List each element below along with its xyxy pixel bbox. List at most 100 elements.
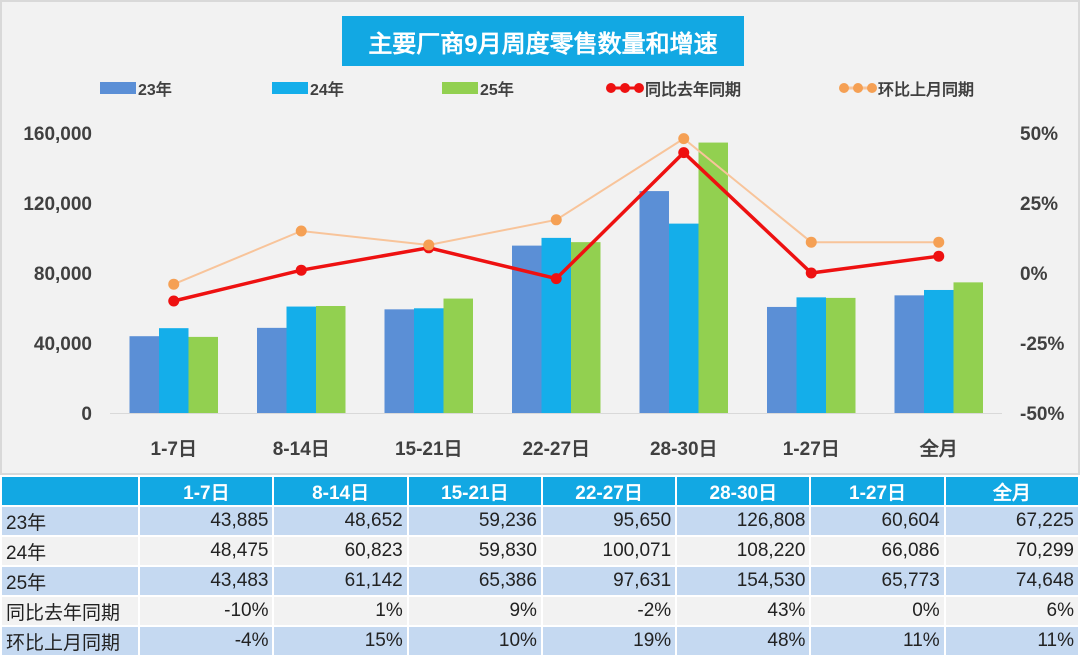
row-label: 24年 [0, 535, 141, 567]
y-tick-label: 0 [81, 404, 92, 425]
table-cell: 43,483 [138, 565, 275, 597]
y-tick-label: 120,000 [23, 194, 92, 215]
bar-24年 [669, 223, 699, 413]
legend-line-marker-icon [839, 83, 877, 93]
table-header-cell: 1-7日 [138, 475, 275, 507]
row-label: 同比去年同期 [0, 595, 141, 627]
table-header-cell: 28-30日 [675, 475, 812, 507]
bar-23年 [257, 327, 287, 413]
bar-25年 [443, 298, 473, 413]
row-label: 环比上月同期 [0, 625, 141, 657]
data-table: 1-7日 8-14日 15-21日 22-27日 28-30日 1-27日 全月 23年 43,… [0, 475, 1080, 657]
table-header-cell: 8-14日 [272, 475, 409, 507]
table-cell: 154,530 [675, 565, 812, 597]
table-cell: 100,071 [540, 535, 678, 567]
table-row: 同比去年同期 -10% 1% 9% -2% 43% 0% 6% [0, 595, 1080, 627]
point-环比上月同期 [423, 239, 435, 251]
table-cell: 10% [406, 625, 543, 657]
point-环比上月同期 [295, 225, 307, 237]
point-同比去年同期 [168, 295, 180, 307]
table-header-cell: 1-27日 [809, 475, 946, 507]
table-cell: 43,885 [138, 505, 275, 537]
table-cell: 60,604 [809, 505, 946, 537]
table-cell: 15% [272, 625, 409, 657]
y2-tick-label: 25% [1020, 194, 1058, 215]
legend-label: 环比上月同期 [878, 82, 975, 99]
bar-25年 [953, 282, 983, 413]
table-cell: -10% [138, 595, 275, 627]
point-环比上月同期 [933, 236, 945, 248]
table-row: 环比上月同期 -4% 15% 10% 19% 48% 11% 11% [0, 625, 1080, 657]
y2-tick-label: 0% [1020, 264, 1048, 285]
bar-25年 [316, 306, 346, 413]
y-tick-label: 40,000 [34, 334, 92, 355]
legend-swatch [442, 82, 478, 94]
y2-tick-label: -25% [1020, 334, 1064, 355]
table-cell: 48,475 [138, 535, 275, 567]
table-row: 25年 43,483 61,142 65,386 97,631 154,530 65,773… [0, 565, 1080, 597]
bar-24年 [541, 237, 571, 413]
legend-label: 同比去年同期 [645, 82, 742, 99]
bar-23年 [129, 336, 159, 413]
table-cell: 1% [272, 595, 409, 627]
legend-swatch [100, 82, 136, 94]
table-cell: 108,220 [675, 535, 812, 567]
row-label: 23年 [0, 505, 141, 537]
table-cell: -2% [540, 595, 678, 627]
table-cell: 70,299 [943, 535, 1080, 567]
point-同比去年同期 [678, 147, 690, 159]
table-cell: 61,142 [272, 565, 409, 597]
bar-25年 [826, 297, 856, 413]
plot: 0 40,000 80,000 120,000 160,000 -50% -25% 0% 25%… [23, 124, 1064, 460]
table-cell: 59,830 [406, 535, 543, 567]
y-tick-label: 160,000 [23, 124, 92, 145]
table-cell: 48% [675, 625, 812, 657]
table-cell: 59,236 [406, 505, 543, 537]
bar-24年 [796, 297, 826, 413]
x-tick-label: 15-21日 [395, 439, 463, 460]
bar-25年 [188, 336, 218, 413]
legend: 23年 24年 25年 同比去年同期 环比上月同期 [2, 74, 1080, 102]
bar-23年 [767, 306, 797, 413]
legend-item: 24年 [272, 74, 344, 102]
table-cell: 66,086 [809, 535, 946, 567]
bar-25年 [571, 242, 601, 413]
legend-label: 25年 [480, 82, 514, 99]
bar-23年 [894, 295, 924, 413]
point-环比上月同期 [550, 214, 562, 226]
chart-title: 主要厂商9月周度零售数量和增速 [342, 16, 744, 66]
legend-label: 23年 [138, 82, 172, 99]
table-header-row: 1-7日 8-14日 15-21日 22-27日 28-30日 1-27日 全月 [0, 475, 1080, 507]
table-cell: 0% [809, 595, 946, 627]
table-header-cell: 15-21日 [406, 475, 543, 507]
table-cell: 19% [540, 625, 678, 657]
table-cell: 95,650 [540, 505, 678, 537]
table-cell: 43% [675, 595, 812, 627]
bar-24年 [924, 289, 954, 413]
bar-25年 [698, 142, 728, 413]
table-row: 24年 48,475 60,823 59,830 100,071 108,220 66,08… [0, 535, 1080, 567]
table-header-cell: 全月 [943, 475, 1080, 507]
x-tick-label: 全月 [919, 437, 958, 460]
bar-24年 [414, 308, 444, 413]
x-tick-label: 1-7日 [151, 439, 197, 460]
table-header-cell: 22-27日 [540, 475, 678, 507]
table-cell: 48,652 [272, 505, 409, 537]
table-cell: 9% [406, 595, 543, 627]
legend-item: 23年 [100, 74, 172, 102]
point-同比去年同期 [805, 267, 817, 279]
table-cell: 74,648 [943, 565, 1080, 597]
legend-line-marker-icon [606, 83, 644, 93]
legend-item: 25年 [442, 74, 514, 102]
bar-23年 [384, 309, 414, 413]
y-tick-label: 80,000 [34, 264, 92, 285]
legend-item: 同比去年同期 [605, 74, 741, 102]
table-cell: 60,823 [272, 535, 409, 567]
legend-label: 24年 [310, 82, 344, 99]
x-tick-label: 22-27日 [522, 439, 590, 460]
table-cell: 126,808 [675, 505, 812, 537]
table-cell: -4% [138, 625, 275, 657]
point-同比去年同期 [550, 273, 562, 285]
point-环比上月同期 [168, 278, 180, 290]
row-label: 25年 [0, 565, 141, 597]
